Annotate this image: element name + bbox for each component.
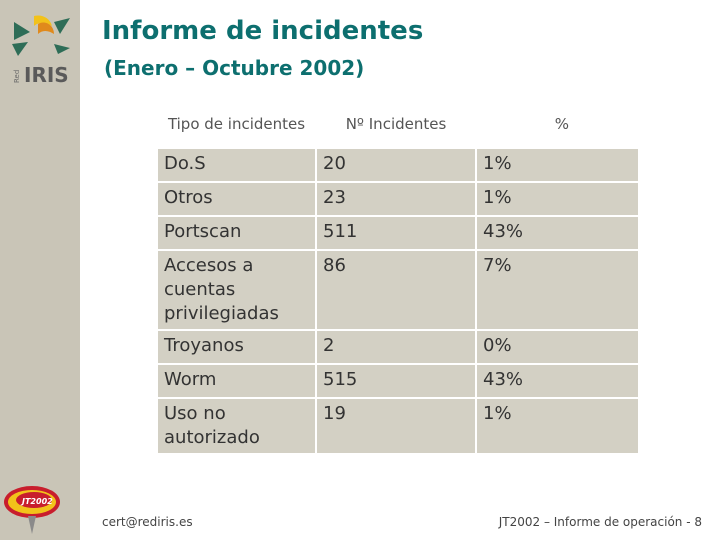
- cell-numero: 20: [315, 147, 477, 183]
- table-row: Troyanos 2 0%: [156, 329, 640, 365]
- cell-numero: 2: [315, 329, 477, 365]
- cell-tipo: Accesos a cuentas privilegiadas: [156, 249, 317, 331]
- incidents-table: Tipo de incidentes Nº Incidentes % Do.S …: [156, 110, 640, 455]
- table-header-row: Tipo de incidentes Nº Incidentes %: [157, 110, 639, 148]
- slide-title: Informe de incidentes: [102, 16, 424, 46]
- svg-text:IRIS: IRIS: [24, 63, 69, 87]
- footer-caption: JT2002 – Informe de operación - 8: [498, 515, 702, 529]
- cell-porcentaje: 1%: [475, 397, 640, 455]
- cell-numero: 19: [315, 397, 477, 455]
- cell-numero: 23: [315, 181, 477, 217]
- cell-tipo: Worm: [156, 363, 317, 399]
- header-numero: Nº Incidentes: [316, 110, 476, 148]
- table-row: Otros 23 1%: [156, 181, 640, 217]
- svg-text:Red: Red: [13, 70, 21, 83]
- cell-numero: 511: [315, 215, 477, 251]
- cell-tipo: Troyanos: [156, 329, 317, 365]
- cell-porcentaje: 43%: [475, 363, 640, 399]
- slide-subtitle: (Enero – Octubre 2002): [104, 56, 365, 80]
- cell-porcentaje: 0%: [475, 329, 640, 365]
- cell-tipo: Portscan: [156, 215, 317, 251]
- left-sidebar: Red IRIS JT2002: [0, 0, 80, 540]
- table-row: Worm 515 43%: [156, 363, 640, 399]
- jt2002-badge: JT2002: [4, 486, 60, 534]
- cell-tipo: Uso no autorizado: [156, 397, 317, 455]
- cell-porcentaje: 43%: [475, 215, 640, 251]
- cell-numero: 515: [315, 363, 477, 399]
- header-tipo: Tipo de incidentes: [157, 110, 316, 148]
- cell-tipo: Otros: [156, 181, 317, 217]
- table-row: Uso no autorizado 19 1%: [156, 397, 640, 455]
- svg-text:JT2002: JT2002: [20, 497, 53, 506]
- cell-porcentaje: 1%: [475, 147, 640, 183]
- footer-email: cert@rediris.es: [102, 515, 193, 529]
- header-porcentaje: %: [476, 110, 639, 148]
- table-row: Do.S 20 1%: [156, 147, 640, 183]
- rediris-logo: Red IRIS: [12, 15, 70, 87]
- cell-numero: 86: [315, 249, 477, 331]
- table-row: Accesos a cuentas privilegiadas 86 7%: [156, 249, 640, 331]
- cell-porcentaje: 7%: [475, 249, 640, 331]
- cell-porcentaje: 1%: [475, 181, 640, 217]
- table-row: Portscan 511 43%: [156, 215, 640, 251]
- cell-tipo: Do.S: [156, 147, 317, 183]
